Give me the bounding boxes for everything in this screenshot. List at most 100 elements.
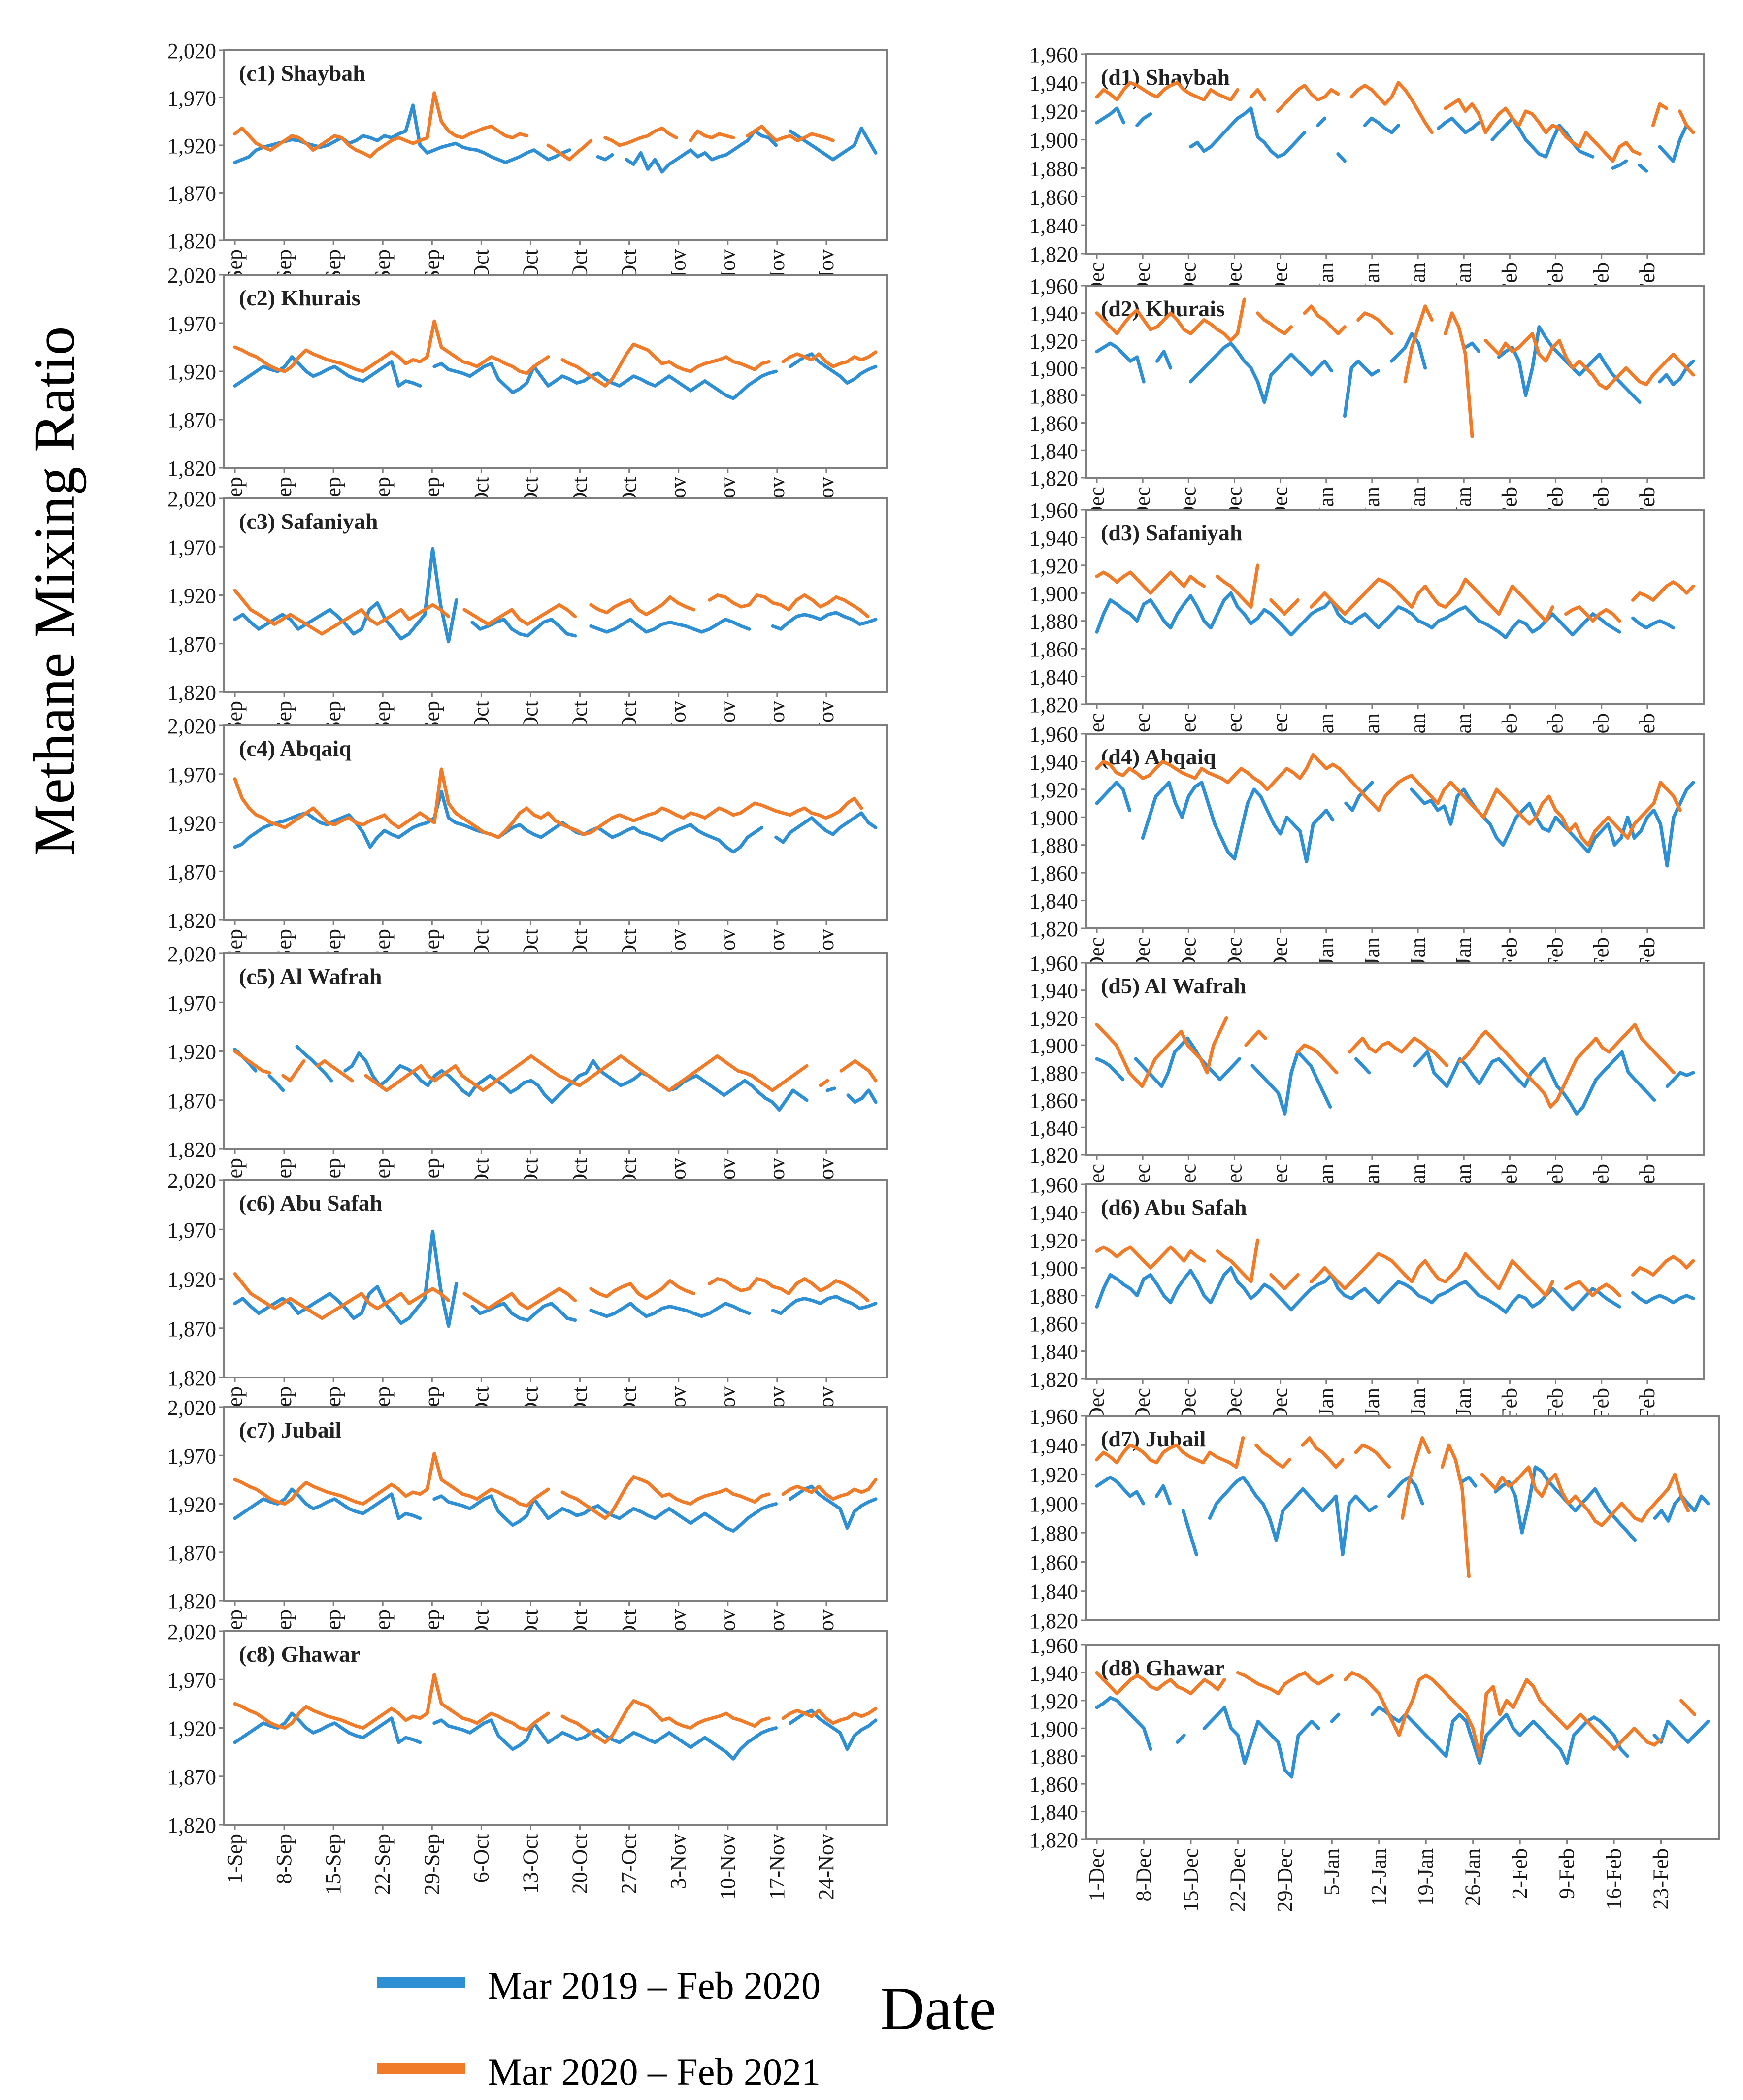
- y-tick-label: 1,820: [167, 1813, 216, 1838]
- chart-panel-d7: 1,960 1,940 1,920 1,900 1,880 1,860 1,840 1,820…: [1029, 1405, 1720, 1633]
- x-tick-label: 10-Nov: [716, 1834, 740, 1900]
- y-tick-label: 1,880: [1029, 384, 1078, 408]
- series-line-2019: [233, 547, 878, 644]
- y-tick-label: 1,940: [1029, 1434, 1078, 1458]
- panel-title: (d5) Al Wafrah: [1101, 973, 1247, 998]
- y-tick-label: 1,880: [1029, 834, 1078, 858]
- series-line-2020: [1095, 1671, 1697, 1758]
- y-tick-label: 1,860: [1029, 412, 1078, 436]
- y-tick-label: 1,920: [167, 1717, 216, 1741]
- y-tick-label: 1,900: [1029, 129, 1078, 153]
- x-tick-label: 23-Feb: [1649, 1848, 1673, 1910]
- x-tick-label: 20-Oct: [568, 1834, 592, 1894]
- panel-title: (d2) Khurais: [1101, 296, 1225, 321]
- panel-title: (c1) Shaybah: [239, 61, 365, 86]
- y-tick-label: 1,960: [1029, 1634, 1078, 1658]
- x-tick-label: 1-Dec: [1085, 1848, 1109, 1902]
- y-tick-label: 2,020: [167, 1169, 216, 1193]
- series-line-2019: [1095, 781, 1695, 868]
- y-axis-label: Methane Mixing Ratio: [22, 327, 87, 856]
- y-tick-label: 2,020: [167, 487, 216, 511]
- chart-panel-d5: 1,960 1,940 1,920 1,900 1,880 1,860 1,840 1,820…: [1029, 952, 1705, 1228]
- y-tick-label: 1,920: [167, 134, 216, 158]
- y-tick-label: 1,870: [167, 1541, 216, 1565]
- panel-title: (c8) Ghawar: [239, 1641, 361, 1667]
- y-tick-label: 1,820: [167, 1366, 216, 1390]
- series-line-2019: [1095, 1036, 1695, 1116]
- legend: Mar 2019 – Feb 2020 Mar 2020 – Feb 2021: [377, 1964, 821, 2093]
- x-tick-label: 29-Sep: [420, 1834, 444, 1895]
- series-line-2020: [233, 1673, 878, 1744]
- panel-title: (c7) Jubail: [239, 1417, 341, 1443]
- y-tick-label: 1,970: [167, 312, 216, 336]
- y-tick-label: 1,820: [167, 909, 216, 933]
- series-line-2020: [1095, 1016, 1676, 1109]
- series-line-2020: [1095, 297, 1695, 438]
- y-tick-label: 1,820: [167, 457, 216, 481]
- y-tick-label: 1,860: [1029, 1772, 1078, 1797]
- y-tick-label: 1,940: [1029, 750, 1078, 774]
- y-tick-label: 1,820: [1029, 1828, 1078, 1852]
- panel-title: (d1) Shaybah: [1101, 65, 1230, 90]
- y-tick-label: 1,840: [1029, 889, 1078, 914]
- x-tick-label: 3-Nov: [666, 1834, 691, 1889]
- y-tick-label: 1,920: [1029, 1229, 1078, 1253]
- y-tick-label: 1,970: [167, 87, 216, 111]
- y-tick-label: 1,900: [1029, 357, 1078, 381]
- x-tick-label: 17-Nov: [765, 1834, 789, 1900]
- series-line-2020: [1095, 753, 1682, 847]
- y-tick-label: 1,880: [1029, 1284, 1078, 1309]
- chart-panel-d8: 1,960 1,940 1,920 1,900 1,880 1,860 1,840 1,820…: [1029, 1634, 1720, 1912]
- x-tick-label: 6-Oct: [469, 1834, 493, 1883]
- y-tick-label: 1,820: [1029, 1144, 1078, 1168]
- x-tick-label: 12-Jan: [1367, 1848, 1391, 1906]
- y-tick-label: 1,880: [1029, 1521, 1078, 1545]
- x-tick-label: 27-Oct: [617, 1834, 641, 1894]
- y-tick-label: 1,870: [167, 1765, 216, 1789]
- y-tick-label: 1,820: [167, 229, 216, 253]
- series-line-2020: [233, 1050, 878, 1092]
- y-tick-label: 2,020: [167, 714, 216, 738]
- y-tick-label: 1,870: [167, 1317, 216, 1341]
- panel-title: (c2) Khurais: [239, 285, 361, 310]
- y-tick-label: 1,840: [1029, 1580, 1078, 1604]
- series-line-2019: [1095, 1266, 1695, 1314]
- series-line-2020: [1095, 563, 1695, 623]
- y-tick-label: 1,860: [1029, 1312, 1078, 1336]
- y-tick-label: 1,820: [1029, 466, 1078, 491]
- y-tick-label: 1,860: [1029, 861, 1078, 886]
- legend-label-2019: Mar 2019 – Feb 2020: [488, 1964, 821, 2007]
- y-tick-label: 1,900: [1029, 582, 1078, 606]
- y-tick-label: 1,840: [1029, 1801, 1078, 1825]
- y-tick-label: 1,840: [1029, 1116, 1078, 1140]
- series-line-2020: [233, 319, 878, 388]
- y-tick-label: 1,960: [1029, 722, 1078, 747]
- y-tick-label: 1,920: [1029, 1689, 1078, 1713]
- y-tick-label: 1,920: [167, 584, 216, 608]
- y-tick-label: 1,900: [1029, 806, 1078, 830]
- panel-title: (d3) Safaniyah: [1101, 520, 1243, 545]
- panels: 2,020 1,970 1,920 1,870 1,820 (c1) Shaybah 1-S…: [167, 39, 1720, 1912]
- y-tick-label: 1,920: [167, 1493, 216, 1517]
- y-tick-label: 1,920: [1029, 100, 1078, 124]
- y-tick-label: 1,940: [1029, 302, 1078, 326]
- y-tick-label: 1,920: [1029, 778, 1078, 802]
- y-tick-label: 1,870: [167, 408, 216, 432]
- x-tick-label: 9-Feb: [1555, 1848, 1579, 1899]
- panel-title: (d8) Ghawar: [1101, 1655, 1225, 1680]
- y-tick-label: 1,960: [1029, 1405, 1078, 1429]
- plot-frame: [223, 497, 888, 693]
- y-tick-label: 1,900: [1029, 1492, 1078, 1516]
- panel-title: (c3) Safaniyah: [239, 509, 378, 534]
- series-line-2019: [233, 1229, 878, 1328]
- series-line-2020: [1095, 1436, 1690, 1578]
- x-tick-label: 15-Sep: [321, 1834, 345, 1895]
- x-axis-label: Date: [880, 1975, 996, 2043]
- y-tick-label: 1,820: [167, 1138, 216, 1162]
- x-tick-label: 13-Oct: [518, 1834, 542, 1894]
- y-tick-label: 1,870: [167, 632, 216, 656]
- y-tick-label: 1,920: [167, 1268, 216, 1292]
- y-tick-label: 1,970: [167, 535, 216, 559]
